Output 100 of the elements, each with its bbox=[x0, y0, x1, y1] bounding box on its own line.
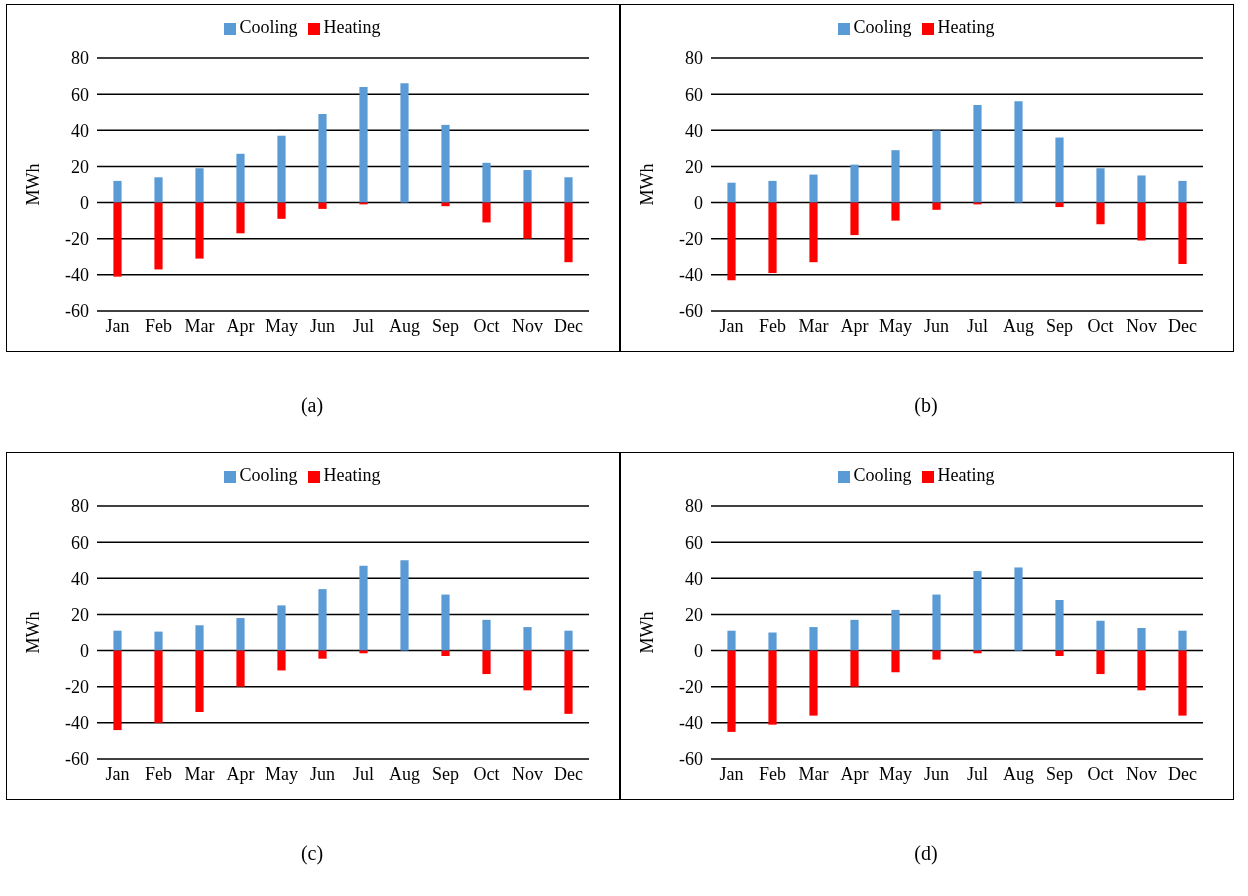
bar bbox=[318, 589, 327, 651]
y-axis-title: MWh bbox=[637, 163, 658, 206]
x-tick-label: Oct bbox=[473, 315, 500, 336]
x-tick-label: Jul bbox=[352, 315, 375, 336]
bar bbox=[1014, 567, 1023, 651]
x-tick-label: Aug bbox=[389, 315, 420, 336]
x-tick-label: Dec bbox=[1168, 315, 1197, 336]
x-tick-label: Jul bbox=[966, 315, 989, 336]
bar bbox=[809, 174, 818, 203]
bar bbox=[891, 150, 900, 203]
y-axis-title: MWh bbox=[23, 163, 44, 206]
bar bbox=[768, 650, 777, 725]
x-tick-label: Aug bbox=[389, 763, 420, 784]
y-tick-label: -40 bbox=[65, 265, 89, 286]
bar bbox=[850, 650, 859, 687]
bar bbox=[441, 650, 450, 656]
bar bbox=[154, 650, 163, 723]
x-tick-label: Dec bbox=[554, 315, 583, 336]
y-tick-label: -60 bbox=[679, 301, 703, 322]
legend-label: Cooling bbox=[853, 17, 912, 37]
bar bbox=[727, 650, 736, 732]
y-tick-label: -40 bbox=[679, 713, 703, 734]
legend-label: Heating bbox=[323, 17, 381, 37]
bar bbox=[441, 202, 450, 207]
bar bbox=[891, 609, 900, 651]
y-tick-label: 20 bbox=[685, 604, 703, 625]
y-axis-title: MWh bbox=[637, 611, 658, 654]
x-tick-label: Oct bbox=[1087, 315, 1114, 336]
bar bbox=[932, 650, 941, 660]
bar bbox=[1096, 202, 1105, 225]
bar bbox=[1055, 202, 1064, 208]
y-tick-label: -20 bbox=[65, 229, 89, 250]
x-tick-label: Mar bbox=[798, 315, 829, 336]
x-tick-label: Nov bbox=[512, 315, 543, 336]
bar bbox=[482, 162, 491, 203]
bar bbox=[195, 650, 204, 713]
bar bbox=[1055, 650, 1064, 656]
bar bbox=[236, 153, 245, 203]
x-tick-label: Apr bbox=[840, 763, 869, 784]
bar bbox=[1137, 175, 1146, 203]
bar bbox=[564, 177, 573, 203]
bar bbox=[1055, 599, 1064, 651]
x-tick-label: May bbox=[265, 763, 298, 784]
y-tick-label: 20 bbox=[71, 156, 89, 177]
bar bbox=[277, 605, 286, 651]
x-tick-label: Mar bbox=[184, 763, 215, 784]
x-tick-label: Feb bbox=[145, 763, 172, 784]
bar bbox=[359, 86, 368, 203]
text: (b) bbox=[913, 394, 939, 417]
bar bbox=[932, 594, 941, 651]
bar bbox=[1178, 180, 1187, 203]
bar bbox=[850, 164, 859, 203]
bar bbox=[277, 135, 286, 203]
x-tick-label: Feb bbox=[759, 763, 786, 784]
bar bbox=[932, 202, 941, 210]
bar bbox=[1137, 627, 1146, 651]
x-tick-label: Apr bbox=[226, 315, 255, 336]
y-tick-label: 80 bbox=[685, 48, 703, 69]
y-tick-label: 0 bbox=[80, 640, 89, 661]
bar bbox=[1055, 137, 1064, 203]
x-tick-label: May bbox=[879, 315, 912, 336]
bar bbox=[113, 202, 122, 277]
bar bbox=[809, 650, 818, 716]
x-tick-label: Jan bbox=[719, 763, 744, 784]
bar bbox=[236, 618, 245, 651]
legend-label: Cooling bbox=[239, 17, 298, 37]
bar bbox=[400, 83, 409, 203]
x-tick-label: May bbox=[879, 763, 912, 784]
bar bbox=[1137, 202, 1146, 241]
y-tick-label: 0 bbox=[694, 192, 703, 213]
x-tick-label: Apr bbox=[226, 763, 255, 784]
bar bbox=[809, 627, 818, 651]
bar bbox=[523, 202, 532, 239]
x-tick-label: May bbox=[265, 315, 298, 336]
x-tick-label: Nov bbox=[1126, 763, 1157, 784]
bar bbox=[523, 627, 532, 651]
x-tick-label: Apr bbox=[840, 315, 869, 336]
y-tick-label: 40 bbox=[71, 120, 89, 141]
y-tick-label: 60 bbox=[71, 84, 89, 105]
y-tick-label: 40 bbox=[71, 568, 89, 589]
bar bbox=[482, 202, 491, 223]
y-tick-label: -40 bbox=[65, 713, 89, 734]
x-tick-label: Jan bbox=[105, 315, 130, 336]
y-tick-label: -20 bbox=[679, 677, 703, 698]
text: (a) bbox=[299, 394, 325, 417]
x-tick-label: Jun bbox=[923, 315, 950, 336]
y-tick-label: -60 bbox=[679, 749, 703, 770]
x-tick-label: Aug bbox=[1003, 763, 1034, 784]
bar bbox=[1096, 650, 1105, 675]
legend-label: Heating bbox=[937, 465, 995, 485]
bar bbox=[113, 650, 122, 731]
bar bbox=[1178, 630, 1187, 651]
bar bbox=[318, 202, 327, 209]
y-tick-label: 20 bbox=[71, 604, 89, 625]
x-tick-label: Jan bbox=[105, 763, 130, 784]
bar bbox=[850, 202, 859, 236]
x-tick-label: Nov bbox=[1126, 315, 1157, 336]
x-tick-label: Jul bbox=[352, 763, 375, 784]
x-tick-label: Oct bbox=[473, 763, 500, 784]
bar bbox=[727, 630, 736, 651]
